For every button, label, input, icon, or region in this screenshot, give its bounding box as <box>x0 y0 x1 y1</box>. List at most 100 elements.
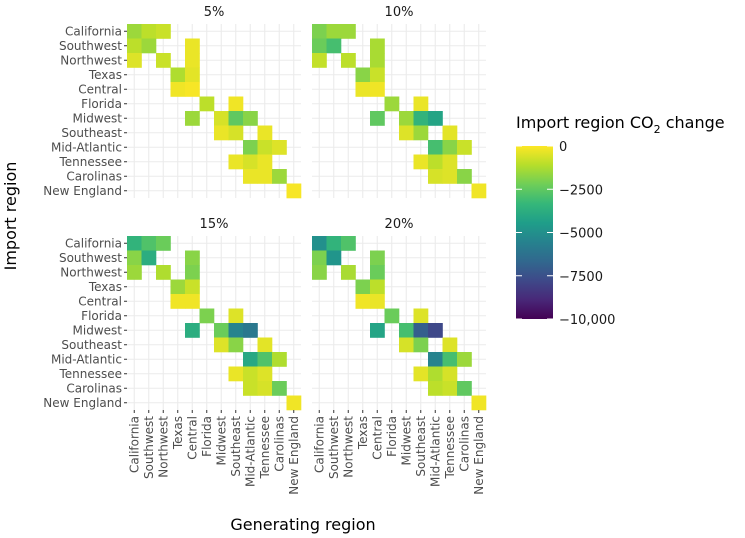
heatmap-cell <box>272 140 287 155</box>
heatmap-cell <box>428 323 443 338</box>
heatmap-cell <box>399 111 414 126</box>
x-tick-label: Texas <box>171 416 185 450</box>
heatmap-cell <box>442 140 458 155</box>
heatmap-cell <box>127 265 142 280</box>
y-tick-label: Carolinas <box>66 381 122 395</box>
facet-title: 20% <box>385 217 414 232</box>
x-tick-label: New England <box>287 416 301 495</box>
heatmap-cell <box>214 323 229 338</box>
y-tick-label: Texas <box>88 68 122 82</box>
y-tick-label: Midwest <box>73 323 123 337</box>
x-tick-label: Northwest <box>341 416 355 478</box>
heatmap-cell <box>399 337 414 353</box>
heatmap-cell <box>457 140 472 155</box>
heatmap-cell <box>370 111 385 126</box>
heatmap-cell <box>341 236 356 251</box>
heatmap-cell <box>326 38 342 54</box>
x-tick-label: Midwest <box>214 416 228 466</box>
y-tick-label: California <box>65 236 122 250</box>
heatmap-cell <box>243 381 258 396</box>
heatmap-cell <box>428 381 443 396</box>
heatmap-cell <box>228 96 244 112</box>
heatmap-cell <box>312 236 327 251</box>
heatmap-cell <box>185 38 200 54</box>
y-tick-label: Florida <box>81 97 122 111</box>
legend-tick-label: −7500 <box>559 270 603 285</box>
legend-title-end: change <box>661 113 725 132</box>
facet-panel: 10% <box>312 5 487 199</box>
heatmap-cell <box>127 38 142 54</box>
y-tick-label: Northwest <box>60 265 122 279</box>
facet-title: 10% <box>385 5 414 20</box>
y-tick-label: Southeast <box>61 126 122 140</box>
heatmap-cell <box>428 169 443 184</box>
heatmap-cell <box>286 395 302 411</box>
heatmap-cell <box>156 265 171 280</box>
heatmap-cell <box>341 53 356 68</box>
heatmap-cell <box>243 366 258 382</box>
x-tick-label: Florida <box>385 416 399 457</box>
heatmap-cell <box>399 323 414 338</box>
y-tick-label: Southwest <box>59 251 122 265</box>
heatmap-cell <box>156 53 171 68</box>
heatmap-cell <box>471 395 487 411</box>
x-tick-label: Northwest <box>156 416 170 478</box>
heatmap-cell <box>243 323 258 338</box>
x-tick-label: Southeast <box>414 416 428 477</box>
heatmap-cell <box>413 111 429 126</box>
x-axis-title: Generating region <box>230 515 375 534</box>
legend-title: Import region CO2 change <box>516 113 725 136</box>
heatmap-cell <box>428 352 443 367</box>
heatmap-cell <box>413 125 429 141</box>
legend-tick-label: −5000 <box>559 227 603 242</box>
heatmap-cell <box>170 82 186 97</box>
x-tick-label: Carolinas <box>457 416 471 472</box>
y-tick-label: New England <box>43 184 122 198</box>
heatmap-cell <box>228 154 244 170</box>
heatmap-cell <box>428 366 443 382</box>
heatmap-cell <box>413 366 429 382</box>
y-tick-label: Southwest <box>59 39 122 53</box>
x-tick-label: Southwest <box>327 416 341 479</box>
heatmap-cell <box>355 82 371 97</box>
heatmap-cell <box>185 82 200 97</box>
x-tick-label: Southwest <box>142 416 156 479</box>
heatmap-cell <box>312 265 327 280</box>
heatmap-cell <box>185 279 200 295</box>
heatmap-cell <box>243 111 258 126</box>
legend-tick-label: −2500 <box>559 183 603 198</box>
heatmap-cell <box>228 337 244 353</box>
heatmap-cell <box>127 24 142 39</box>
heatmap-cell <box>185 67 200 83</box>
heatmap-cell <box>341 265 356 280</box>
heatmap-cell <box>355 67 371 83</box>
heatmap-cell <box>384 96 400 112</box>
heatmap-cell <box>428 111 443 126</box>
heatmap-cell <box>326 250 342 266</box>
heatmap-cell <box>370 53 385 68</box>
legend-tick-label: 0 <box>559 140 567 155</box>
heatmap-cell <box>413 96 429 112</box>
heatmap-cell <box>156 24 171 39</box>
heatmap-cell <box>243 140 258 155</box>
heatmap-cell <box>257 169 273 184</box>
heatmap-cell <box>442 169 458 184</box>
x-tick-label: Midwest <box>399 416 413 466</box>
heatmap-cell <box>457 352 472 367</box>
heatmap-cell <box>370 82 385 97</box>
heatmap-cell <box>257 381 273 396</box>
x-tick-label: Southeast <box>229 416 243 477</box>
heatmap-cell <box>257 352 273 367</box>
heatmap-cell <box>457 169 472 184</box>
facets-layer: 5%CaliforniaSouthwestNorthwestTexasCentr… <box>43 5 487 411</box>
y-tick-label: Central <box>78 82 122 96</box>
y-tick-label: Tennessee <box>58 367 122 381</box>
heatmap-cell <box>156 236 171 251</box>
heatmap-cell <box>272 352 287 367</box>
x-tick-label: Florida <box>200 416 214 457</box>
heatmap-cell <box>384 308 400 324</box>
heatmap-cell <box>257 337 273 353</box>
facet-title: 5% <box>204 5 225 20</box>
heatmap-cell <box>442 154 458 170</box>
